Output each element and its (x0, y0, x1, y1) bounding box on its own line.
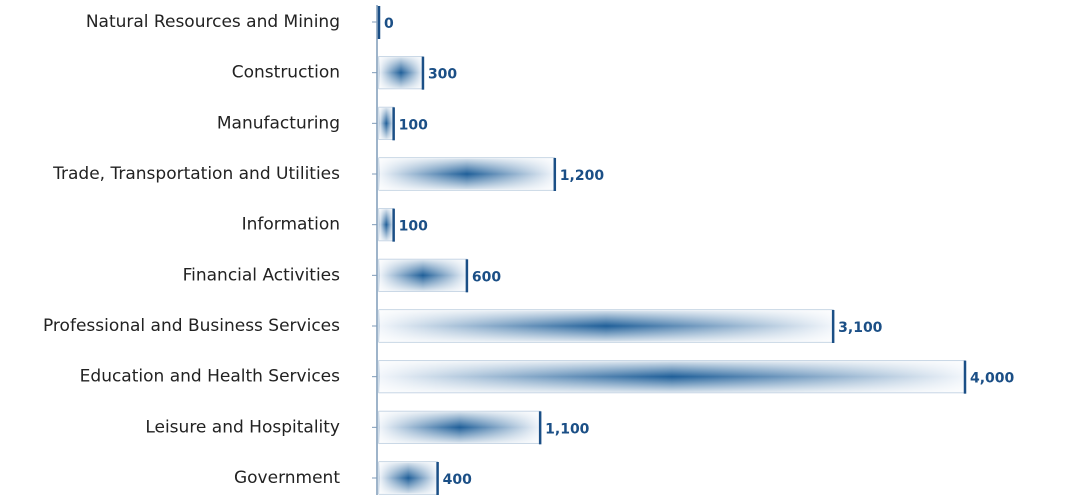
category-label: Information (242, 215, 340, 235)
value-label: 3,100 (838, 320, 883, 336)
category-label: Trade, Transportation and Utilities (52, 164, 340, 184)
value-label: 300 (428, 67, 457, 83)
category-label: Leisure and Hospitality (145, 417, 340, 437)
value-label: 100 (399, 219, 428, 235)
bar-shade (379, 310, 834, 342)
bar-shade (379, 208, 394, 241)
value-label: 0 (384, 16, 394, 32)
bar-shade (379, 411, 541, 444)
value-label: 100 (399, 117, 428, 133)
category-label: Manufacturing (217, 113, 340, 133)
category-label: Construction (232, 63, 340, 83)
value-label: 600 (472, 269, 501, 285)
bar-shade (379, 56, 423, 89)
bar-shade (379, 360, 965, 393)
category-label: Education and Health Services (80, 367, 340, 387)
category-label: Government (234, 468, 340, 488)
bar-shade (379, 462, 438, 494)
value-label: 1,100 (545, 421, 590, 437)
value-label: 4,000 (970, 371, 1015, 387)
value-label: 400 (443, 472, 472, 488)
category-label: Financial Activities (183, 265, 341, 285)
category-label: Professional and Business Services (43, 316, 340, 336)
category-label: Natural Resources and Mining (86, 12, 340, 32)
value-label: 1,200 (560, 168, 605, 184)
bar-shade (379, 259, 467, 292)
bar-shade (379, 107, 394, 140)
bar-shade (379, 158, 555, 190)
